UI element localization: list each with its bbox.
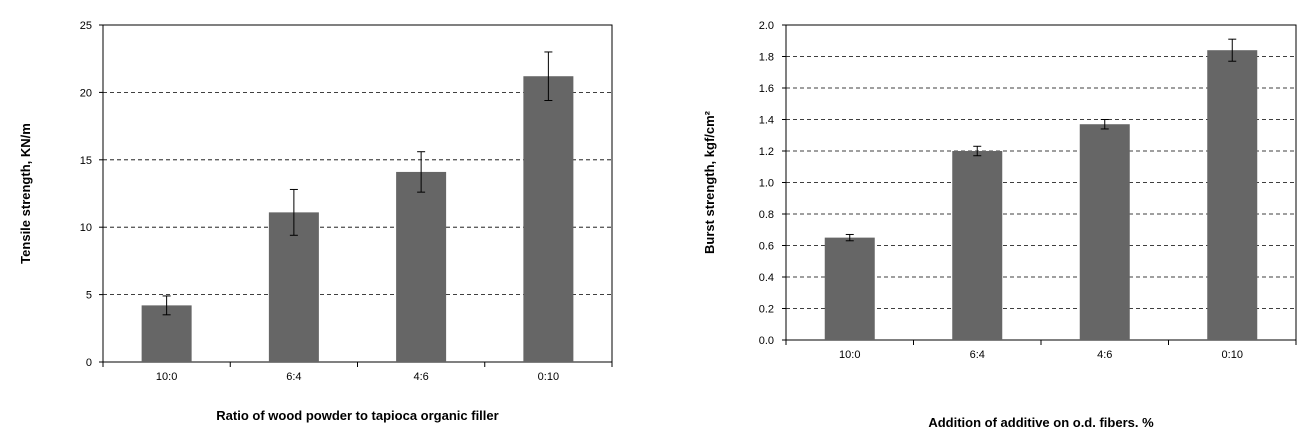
y-tick-label: 5 [86, 290, 92, 302]
y-tick-label: 20 [80, 87, 92, 99]
y-tick-label: 0 [86, 357, 92, 369]
y-tick-label: 1.6 [759, 83, 774, 95]
y-tick-label: 1.2 [759, 146, 774, 158]
x-tick-label: 10:0 [156, 371, 177, 383]
bar [396, 171, 447, 362]
y-tick-label: 0.0 [759, 335, 774, 347]
tensile-strength-chart: 0 5 10 15 20 25 10:0 6:4 4:6 0:10 Ratio of wood po… [18, 20, 613, 423]
y-axis-title: Burst strength, kgf/cm² [702, 110, 717, 254]
bar [268, 212, 319, 362]
x-tick-label: 4:6 [413, 371, 428, 383]
y-tick-label: 1.0 [759, 178, 774, 190]
y-tick-label: 25 [80, 20, 92, 32]
y-tick-label: 0.4 [759, 272, 774, 284]
y-tick-label: 1.4 [759, 115, 774, 127]
y-tick-label: 0.6 [759, 241, 774, 253]
burst-strength-chart: 0.0 0.2 0.4 0.6 0.8 1.0 1.2 1.4 1.6 1.8 2.0 10:0 6:4… [702, 20, 1297, 430]
x-tick-label: 0:10 [1222, 349, 1243, 361]
y-tick-label: 10 [80, 222, 92, 234]
x-tick-label: 4:6 [1097, 349, 1112, 361]
y-tick-label: 15 [80, 155, 92, 167]
bar [1079, 124, 1130, 340]
y-axis-title: Tensile strength, KN/m [18, 123, 33, 264]
x-axis-title: Addition of additive on o.d. fibers. % [928, 415, 1154, 430]
x-tick-label: 6:4 [286, 371, 301, 383]
x-tick-label: 6:4 [970, 349, 985, 361]
y-tick-label: 0.8 [759, 209, 774, 221]
bar [1207, 50, 1258, 340]
x-axis-title: Ratio of wood powder to tapioca organic … [216, 408, 498, 423]
x-tick-label: 10:0 [839, 349, 860, 361]
x-tick-label: 0:10 [538, 371, 559, 383]
bar [824, 237, 875, 340]
bar [952, 151, 1003, 340]
y-tick-label: 0.2 [759, 304, 774, 316]
y-tick-label: 2.0 [759, 20, 774, 32]
bar [523, 76, 574, 362]
y-tick-label: 1.8 [759, 52, 774, 64]
